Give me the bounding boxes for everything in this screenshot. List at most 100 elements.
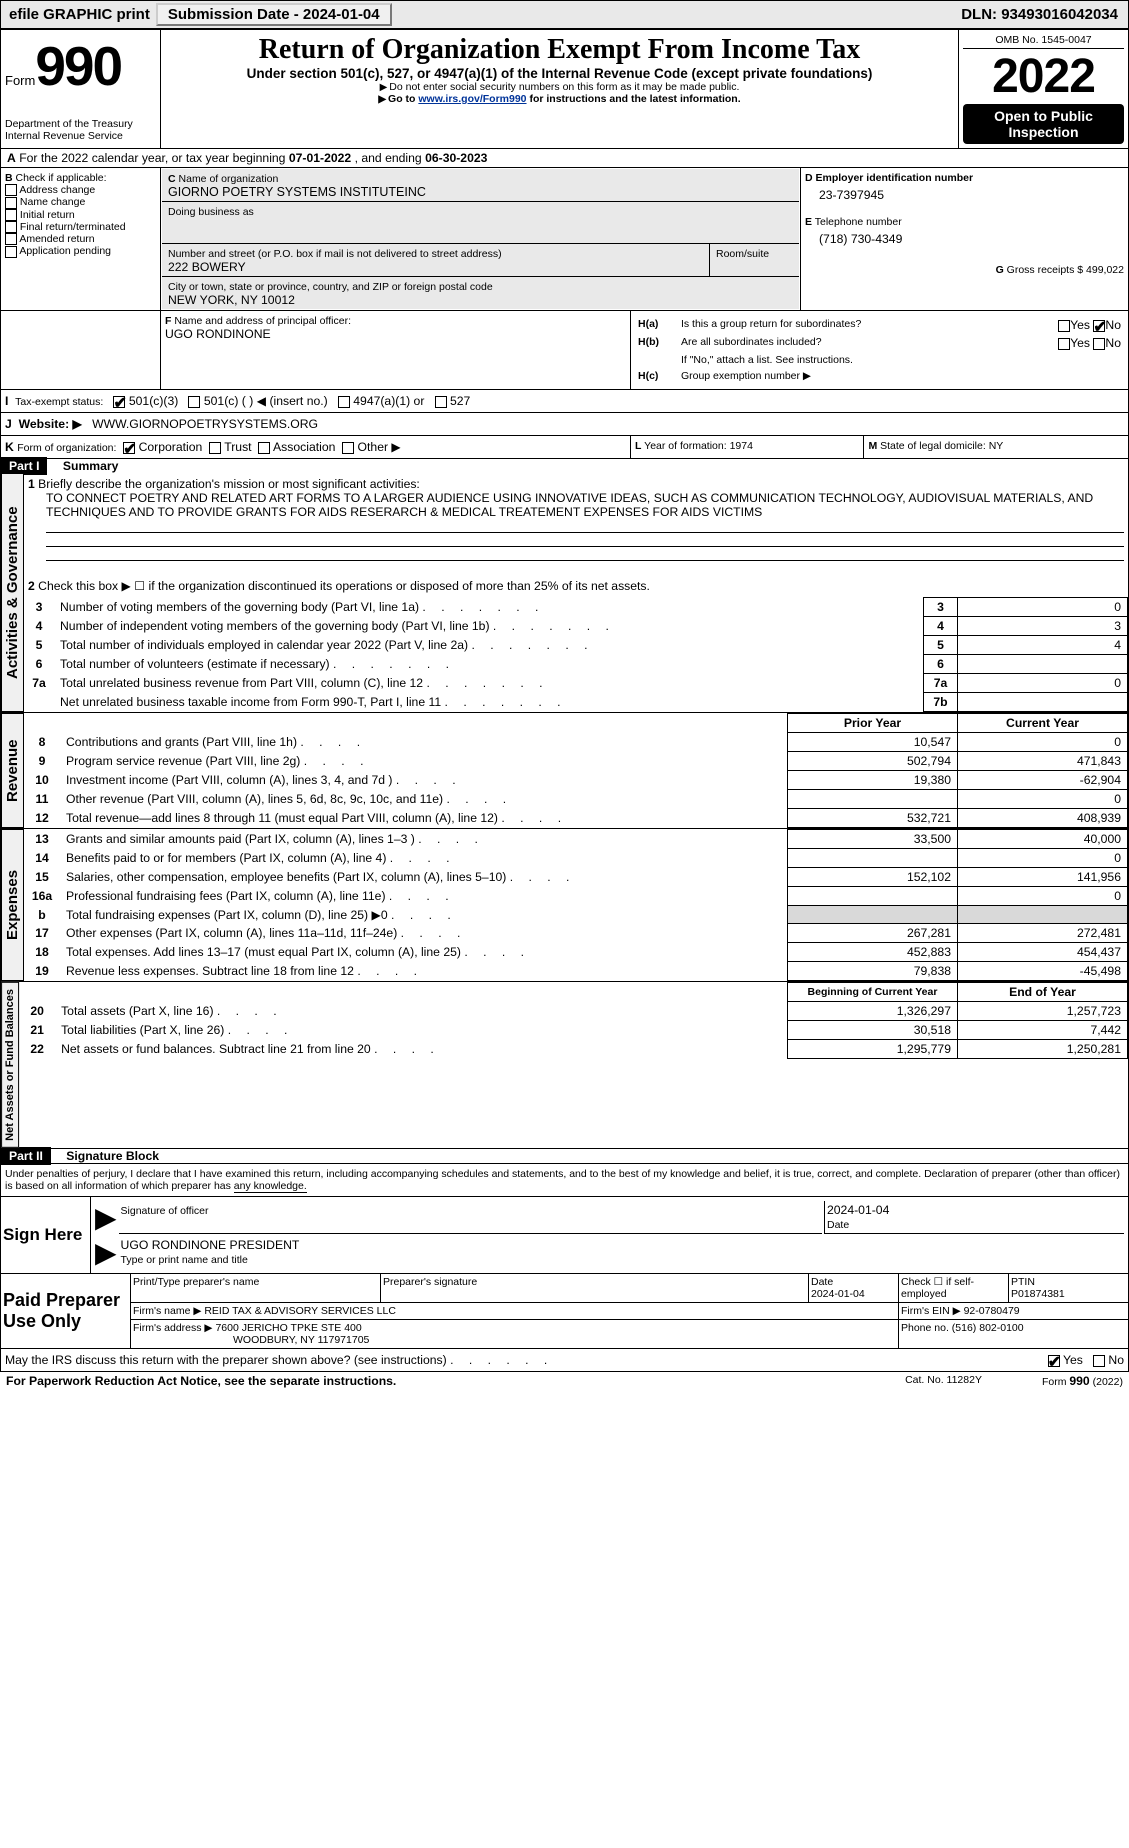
ha-label: Is this a group return for subordinates? [680, 317, 1005, 333]
yes-label: Yes [1063, 1353, 1083, 1367]
begin-year-hdr: Beginning of Current Year [788, 983, 958, 1002]
ha-no-checkbox[interactable] [1093, 320, 1105, 332]
website-label: Website: ▶ [19, 417, 82, 431]
ptin-value: P01874381 [1011, 1288, 1065, 1300]
submission-date-button[interactable]: Submission Date - 2024-01-04 [156, 3, 392, 26]
b-opt-checkbox[interactable] [5, 184, 17, 196]
line1-label: Briefly describe the organization's miss… [38, 477, 420, 491]
part2-bar: Part II Signature Block [0, 1149, 1129, 1163]
form-foot-year: (2022) [1090, 1376, 1123, 1388]
penalty-body: Under penalties of perjury, I declare th… [5, 1168, 1120, 1192]
klm-row: K Form of organization: Corporation Trus… [0, 436, 1129, 459]
netassets-section: Net Assets or Fund Balances Beginning of… [0, 982, 1129, 1149]
part2-label: Part II [1, 1147, 51, 1165]
type-name-value: UGO RONDINONE PRESIDENT [121, 1238, 1122, 1252]
period-row: A For the 2022 calendar year, or tax yea… [0, 149, 1129, 168]
gross-label: Gross receipts $ [1007, 264, 1086, 276]
firmaddr-label: Firm's address ▶ [133, 1322, 213, 1334]
firmaddr2-value: WOODBURY, NY 117971705 [133, 1334, 369, 1346]
yearform-value: 1974 [730, 440, 753, 452]
revenue-section: Revenue Prior Year Current Year 8Contrib… [0, 713, 1129, 829]
efile-label: efile GRAPHIC print [5, 6, 150, 23]
side-expense: Expenses [1, 829, 24, 981]
irs-link[interactable]: www.irs.gov/Form990 [418, 93, 526, 105]
paid-preparer-label: Paid Preparer Use Only [3, 1290, 120, 1331]
end-year-hdr: End of Year [958, 983, 1128, 1002]
501c3-label: 501(c)(3) [129, 394, 178, 408]
period-end: 06-30-2023 [425, 151, 487, 165]
part1-title: Summary [51, 459, 119, 473]
dln-label: DLN: [961, 6, 1001, 23]
assoc-checkbox[interactable] [258, 442, 270, 454]
goto-after: for instructions and the latest informat… [527, 93, 741, 105]
period-prefix: For the 2022 calendar year, or tax year … [19, 151, 289, 165]
tax-year: 2022 [963, 49, 1124, 104]
4947-checkbox[interactable] [338, 396, 350, 408]
no-label: No [1105, 336, 1121, 350]
fh-block: F Name and address of principal officer:… [0, 311, 1129, 390]
527-checkbox[interactable] [435, 396, 447, 408]
period-begin: 07-01-2022 [289, 151, 351, 165]
taxexempt-label: Tax-exempt status: [15, 396, 103, 408]
ha-yes-checkbox[interactable] [1058, 320, 1070, 332]
b-opt-checkbox[interactable] [5, 209, 17, 221]
netassets-table: Beginning of Current Year End of Year 20… [19, 982, 1128, 1059]
ptin-label: PTIN [1011, 1276, 1035, 1288]
4947-label: 4947(a)(1) or [353, 394, 424, 408]
preparer-name-label: Print/Type preparer's name [131, 1274, 381, 1303]
firmname-value: REID TAX & ADVISORY SERVICES LLC [204, 1305, 396, 1317]
other-checkbox[interactable] [342, 442, 354, 454]
corp-checkbox[interactable] [123, 442, 135, 454]
line2-label: Check this box ▶ ☐ if the organization d… [38, 579, 650, 593]
hb-label: Are all subordinates included? [680, 335, 1005, 351]
subdate-value: 2024-01-04 [303, 6, 380, 23]
part1-bar: Part I Summary [0, 459, 1129, 473]
preparer-sig-label: Preparer's signature [381, 1274, 809, 1303]
b-opt-checkbox[interactable] [5, 233, 17, 245]
discuss-label: May the IRS discuss this return with the… [5, 1353, 447, 1367]
expense-section: Expenses 13Grants and similar amounts pa… [0, 829, 1129, 982]
website-value: WWW.GIORNOPOETRYSYSTEMS.ORG [92, 417, 318, 431]
side-netassets: Net Assets or Fund Balances [1, 982, 19, 1148]
501c3-checkbox[interactable] [113, 396, 125, 408]
phone-value: (718) 730-4349 [805, 228, 1124, 264]
penalty-underline: any knowledge. [234, 1180, 307, 1193]
part1-body: Activities & Governance 1 Briefly descri… [0, 473, 1129, 713]
dln: DLN: 93493016042034 [961, 6, 1124, 23]
hb-no-checkbox[interactable] [1093, 338, 1105, 350]
website-row: J Website: ▶ WWW.GIORNOPOETRYSYSTEMS.ORG [0, 413, 1129, 436]
sig-date-value: 2024-01-04 [827, 1203, 1122, 1217]
penalty-text: Under penalties of perjury, I declare th… [0, 1163, 1129, 1197]
dln-value: 93493016042034 [1001, 6, 1118, 23]
sign-here-label: Sign Here [3, 1225, 82, 1244]
yes-label: Yes [1070, 336, 1090, 350]
form-number: 990 [35, 35, 121, 97]
prep-date-value: 2024-01-04 [811, 1288, 865, 1300]
ifno-label: If "No," attach a list. See instructions… [680, 353, 1122, 367]
arrow-icon [380, 81, 390, 93]
type-name-label: Type or print name and title [121, 1254, 248, 1266]
firmaddr-value: 7600 JERICHO TPKE STE 400 [215, 1322, 361, 1334]
revenue-table: Prior Year Current Year 8Contributions a… [24, 713, 1128, 828]
paid-preparer-block: Paid Preparer Use Only Print/Type prepar… [0, 1274, 1129, 1349]
corp-label: Corporation [139, 440, 203, 454]
b-opt-checkbox[interactable] [5, 221, 17, 233]
period-mid: , and ending [351, 151, 425, 165]
check-if-label: Check if applicable: [16, 172, 107, 184]
form-title: Return of Organization Exempt From Incom… [165, 34, 954, 66]
domicile-value: NY [989, 440, 1004, 452]
cat-no: Cat. No. 11282Y [905, 1374, 982, 1388]
b-opt-checkbox[interactable] [5, 246, 17, 258]
form-foot-label: Form [1042, 1376, 1069, 1388]
formoforg-label: Form of organization: [17, 442, 116, 454]
discuss-yes-checkbox[interactable] [1048, 1355, 1060, 1367]
501c-checkbox[interactable] [188, 396, 200, 408]
self-employed-label: Check ☐ if self-employed [899, 1274, 1009, 1303]
trust-checkbox[interactable] [209, 442, 221, 454]
hb-yes-checkbox[interactable] [1058, 338, 1070, 350]
discuss-no-checkbox[interactable] [1093, 1355, 1105, 1367]
b-opt-checkbox[interactable] [5, 197, 17, 209]
governance-table: 3Number of voting members of the governi… [24, 597, 1128, 712]
trust-label: Trust [224, 440, 251, 454]
form-word: Form [5, 73, 35, 88]
